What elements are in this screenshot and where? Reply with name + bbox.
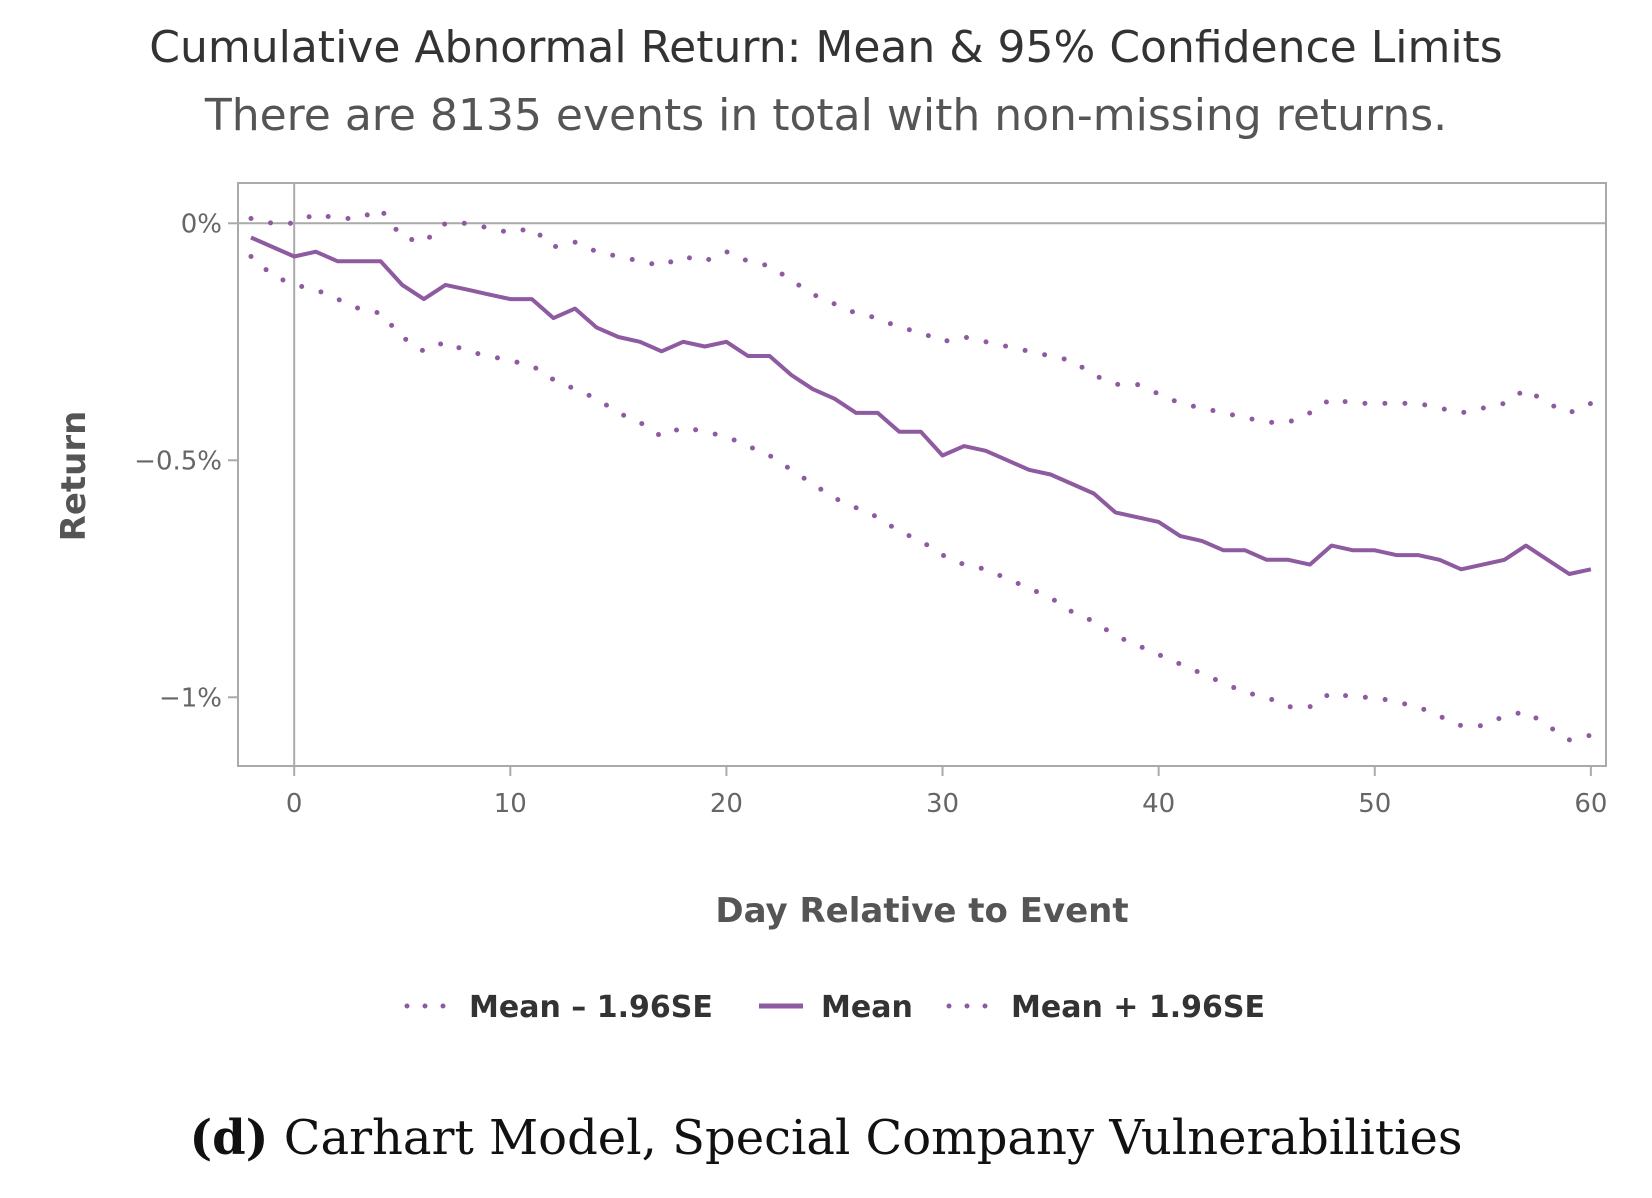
x-tick-label: 0 (286, 789, 303, 819)
legend-label-0: Mean – 1.96SE (469, 990, 713, 1025)
x-tick-label: 40 (1142, 789, 1175, 819)
x-axis-title: Day Relative to Event (715, 891, 1128, 931)
caption-label: (d) (189, 1110, 269, 1166)
plot-area (237, 182, 1607, 767)
y-tick-label: −0.5% (134, 446, 222, 476)
caption-text: Carhart Model, Special Company Vulnerabi… (283, 1110, 1463, 1166)
x-tick-label: 50 (1358, 789, 1391, 819)
series-line-0 (248, 254, 1594, 743)
plot-frame (237, 182, 1607, 767)
series-line-1 (250, 235, 1592, 576)
series-layer (248, 206, 1594, 743)
y-tick-label: −1% (159, 683, 222, 713)
y-tick-label: 0% (181, 209, 222, 239)
axes: 0% −0.5% −1% 0 10 20 30 40 50 60 (134, 209, 1607, 819)
figure-caption: (d) Carhart Model, Special Company Vulne… (0, 1110, 1652, 1166)
x-tick-label: 20 (710, 789, 743, 819)
x-tick-label: 60 (1574, 789, 1607, 819)
legend: Mean – 1.96SE Mean Mean + 1.96SE (404, 990, 1265, 1025)
legend-label-1: Mean (821, 990, 913, 1025)
x-tick-label: 30 (926, 789, 959, 819)
chart: 0% −0.5% −1% 0 10 20 30 40 50 60 Return Day Relat… (54, 182, 1607, 1025)
y-axis-title: Return (54, 411, 94, 542)
legend-label-2: Mean + 1.96SE (1011, 990, 1265, 1025)
series-line-2 (248, 206, 1594, 425)
chart-title: Cumulative Abnormal Return: Mean & 95% C… (149, 22, 1503, 73)
x-tick-label: 10 (494, 789, 527, 819)
chart-subtitle: There are 8135 events in total with non-… (204, 90, 1448, 141)
